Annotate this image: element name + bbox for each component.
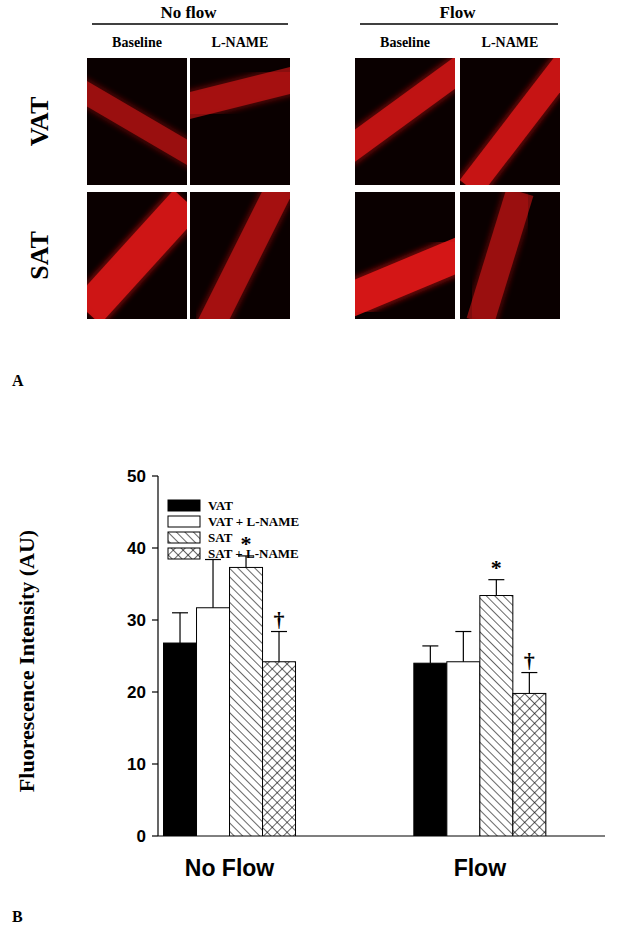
bar [263,662,296,836]
error-line [278,632,279,662]
bar [164,643,197,836]
error-bar [422,646,438,663]
micrograph [460,192,560,319]
y-tick-label: 40 [127,539,146,558]
row-label: VAT [25,97,54,147]
error-bar [172,613,188,643]
group-underline [92,23,288,25]
micrograph [87,192,187,319]
legend-label: SAT [208,530,233,545]
y-axis-label: Fluorescence Intensity (AU) [14,530,39,792]
bar [480,596,513,836]
micrograph [190,192,290,319]
error-cap [455,631,471,632]
legend-swatch [168,500,200,511]
column-header: Baseline [380,35,430,50]
bar [513,693,546,836]
group-header: Flow [440,3,477,22]
error-line [212,560,213,608]
panel-label: B [12,908,23,925]
error-bar [488,580,504,596]
panel-label: A [12,372,24,389]
micrograph [190,58,290,185]
y-axis [157,476,158,836]
legend-label: VAT [208,498,233,513]
error-bar [205,560,221,608]
error-cap [172,612,188,613]
error-bar [455,632,471,662]
bar [230,567,263,836]
error-bar [271,632,287,662]
group-header: No flow [160,3,217,22]
error-line [496,580,497,596]
y-tick [152,619,158,620]
y-tick [152,547,158,548]
x-tick-label: No Flow [185,855,275,881]
row-label: SAT [25,231,54,280]
error-line [179,613,180,643]
bar [414,663,447,836]
y-tick-label: 10 [127,755,146,774]
legend-label: SAT + L-NAME [208,546,299,561]
group-underline [360,23,558,25]
y-tick-label: 50 [127,467,146,486]
y-tick-label: 0 [137,827,146,846]
error-bar [521,673,537,694]
micrograph [460,58,560,185]
y-tick [152,691,158,692]
error-line [463,632,464,662]
error-cap [422,645,438,646]
legend-swatch [168,532,200,543]
micrograph [355,192,455,319]
significance-marker: † [524,648,535,673]
y-tick-label: 30 [127,611,146,630]
y-tick [152,835,158,836]
legend-swatch [168,516,200,527]
y-tick-label: 20 [127,683,146,702]
y-tick [152,763,158,764]
bar [447,662,480,836]
column-header: Baseline [112,35,162,50]
error-line [430,646,431,663]
bar [197,608,230,836]
legend-swatch [168,548,200,559]
micrograph [87,58,187,185]
plot-area [164,556,546,836]
legend-label: VAT + L-NAME [208,514,299,529]
significance-marker: * [491,555,502,580]
y-tick [152,475,158,476]
micrograph [355,58,455,185]
error-line [529,673,530,694]
significance-marker: † [274,607,285,632]
column-header: L-NAME [212,35,269,50]
x-tick-label: Flow [454,855,506,881]
column-header: L-NAME [482,35,539,50]
figure: No flow Baseline L-NAME Flow Baseline L-NAME V… [0,0,641,931]
